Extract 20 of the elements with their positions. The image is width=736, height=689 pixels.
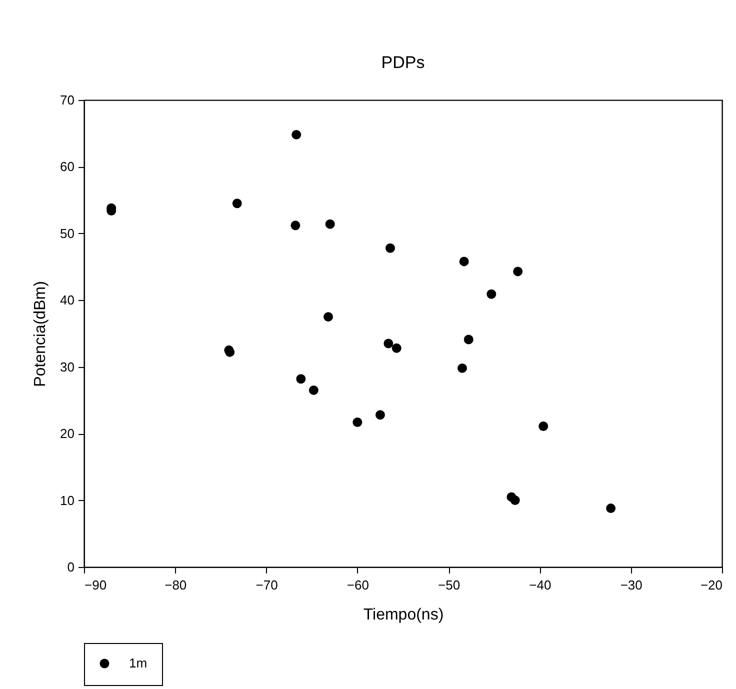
chart-title: PDPs [381,53,425,72]
y-axis-title: Potencia(dBm) [32,281,50,387]
y-tick-label: 60 [60,159,74,174]
y-tick-label: 40 [60,292,74,308]
x-tick-label: −20 [700,578,722,592]
y-tick-label: 10 [60,492,74,508]
y-tick-label: 70 [60,92,74,108]
x-tick-label: −90 [84,578,107,592]
y-tick-label: 20 [60,426,74,442]
x-axis-title: Tiempo(ns) [363,606,444,624]
y-tick-label: 30 [60,359,74,374]
x-tick-label: −80 [164,578,187,592]
x-tick-label: −60 [346,578,369,592]
x-tick-label: −30 [620,578,642,592]
x-tick-label: −70 [256,578,278,592]
y-tick-label: 0 [67,560,74,574]
x-tick-label: −50 [438,578,460,592]
x-tick-label: −40 [529,578,552,592]
y-tick-label: 50 [60,226,74,241]
legend-label: 1m [129,656,148,670]
